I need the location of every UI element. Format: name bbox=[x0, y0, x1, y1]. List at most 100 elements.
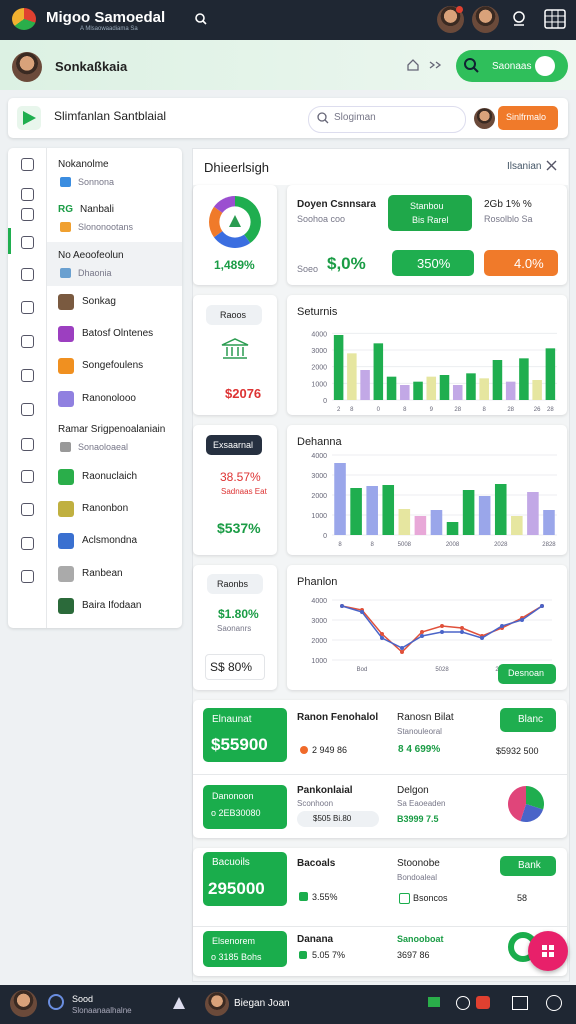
slice bbox=[520, 804, 544, 822]
slice bbox=[508, 786, 526, 822]
logo bbox=[12, 8, 36, 30]
summary-button[interactable] bbox=[388, 195, 472, 231]
nav-icon[interactable] bbox=[21, 537, 34, 550]
point bbox=[420, 634, 424, 638]
avatar[interactable] bbox=[205, 992, 229, 1016]
nav-icon[interactable] bbox=[21, 369, 34, 382]
x-tick-label: 0 bbox=[377, 407, 381, 413]
item-icon bbox=[60, 177, 71, 187]
nav-icon[interactable] bbox=[21, 438, 34, 451]
nav-icon[interactable] bbox=[21, 470, 34, 483]
summary-big: $,0% bbox=[327, 254, 366, 273]
avatar[interactable] bbox=[10, 990, 37, 1017]
nav-icon[interactable] bbox=[21, 570, 34, 583]
stat: 5.05 7% bbox=[312, 950, 346, 960]
y-tick-label: 3000 bbox=[311, 348, 327, 355]
triangle-icon[interactable] bbox=[172, 996, 186, 1010]
nav-icon[interactable] bbox=[21, 158, 34, 171]
search-box[interactable] bbox=[308, 106, 466, 133]
icon[interactable] bbox=[546, 995, 562, 1011]
stat: 3.55% bbox=[312, 892, 338, 902]
bell-icon[interactable] bbox=[511, 10, 527, 28]
icon[interactable] bbox=[512, 996, 528, 1010]
toggle[interactable] bbox=[535, 56, 555, 76]
stat-box bbox=[203, 931, 287, 967]
item-title[interactable]: Nokanolme bbox=[58, 159, 109, 170]
row-button[interactable] bbox=[500, 708, 556, 732]
item-title[interactable]: Ramar Srigpenoalaniain bbox=[58, 424, 166, 435]
summary-stat-sub: Rosolblo Sa bbox=[484, 214, 533, 224]
box-label: Elnaunat bbox=[212, 714, 252, 725]
chart-title: Phanlon bbox=[297, 576, 337, 588]
panel-title: Dhieerlsigh bbox=[204, 160, 270, 175]
item-icon bbox=[58, 566, 74, 582]
col-title: Ranosn Bilat bbox=[397, 712, 454, 723]
point bbox=[500, 624, 504, 628]
item-title[interactable]: Baira Ifodaan bbox=[82, 600, 142, 611]
box-value: o 3185 Bohs bbox=[211, 952, 262, 962]
search-button-label: Saonaas bbox=[492, 61, 532, 72]
y-tick-label: 1000 bbox=[311, 658, 327, 665]
avatar[interactable] bbox=[472, 6, 499, 33]
panel-link[interactable]: Ilsanian bbox=[507, 161, 542, 172]
active-indicator bbox=[8, 228, 11, 254]
icon[interactable] bbox=[48, 994, 64, 1010]
header-button-label: Sinlfrmalo bbox=[506, 112, 547, 122]
nav-icon[interactable] bbox=[21, 335, 34, 348]
item-title[interactable]: Nanbali bbox=[80, 204, 114, 215]
pill bbox=[207, 574, 263, 594]
search-icon bbox=[464, 58, 479, 73]
box-label: Danonoon bbox=[212, 791, 254, 801]
nav-icon[interactable] bbox=[21, 301, 34, 314]
stat-box bbox=[203, 785, 287, 829]
avatar[interactable] bbox=[474, 108, 495, 129]
item-title[interactable]: No Aeoofeolun bbox=[58, 250, 124, 261]
button-label: Stanbou bbox=[410, 201, 444, 211]
nav-icon[interactable] bbox=[21, 403, 34, 416]
nav-icons[interactable] bbox=[406, 58, 446, 72]
icon[interactable] bbox=[476, 996, 490, 1009]
card-value: $537% bbox=[217, 520, 261, 536]
avatar[interactable] bbox=[12, 52, 42, 82]
item-title[interactable]: Ranonolooo bbox=[82, 393, 136, 404]
search-icon[interactable] bbox=[194, 12, 208, 26]
app-subtitle: A Mlsaowaadiama Sa bbox=[80, 26, 138, 32]
bar bbox=[426, 376, 437, 400]
item-title[interactable]: Batosf Olntenes bbox=[82, 328, 154, 339]
item-title[interactable]: Ranonbon bbox=[82, 503, 129, 514]
item-title[interactable]: Ranbean bbox=[82, 568, 123, 579]
y-tick-label: 4000 bbox=[311, 453, 327, 460]
item-title[interactable]: Sonkag bbox=[82, 296, 116, 307]
nav-icon[interactable] bbox=[21, 268, 34, 281]
grid-icon[interactable] bbox=[544, 9, 566, 29]
col-title: Delgon bbox=[397, 785, 429, 796]
nav-icon[interactable] bbox=[21, 208, 34, 221]
item-title[interactable]: Raonuclaich bbox=[82, 471, 138, 482]
col-title: Sanooboat bbox=[397, 934, 444, 944]
point bbox=[440, 624, 444, 628]
nav-icon[interactable] bbox=[21, 503, 34, 516]
box-label: Elsenorem bbox=[212, 936, 256, 946]
badge: RG bbox=[58, 204, 73, 215]
point bbox=[440, 630, 444, 634]
card-value: S$ 80% bbox=[210, 660, 253, 674]
item-title[interactable]: Aclsmondna bbox=[82, 535, 138, 546]
nav-icon[interactable] bbox=[21, 188, 34, 201]
bar bbox=[494, 484, 507, 535]
nav-icon[interactable] bbox=[21, 236, 34, 249]
header-button[interactable] bbox=[498, 106, 558, 130]
col-title: Pankonlaial bbox=[297, 785, 353, 796]
item-subtitle: Dhaonia bbox=[78, 268, 112, 278]
icon[interactable] bbox=[456, 996, 470, 1010]
icon[interactable] bbox=[428, 997, 440, 1007]
bar bbox=[413, 381, 423, 400]
donut-label: 1,489% bbox=[214, 258, 255, 272]
row-button[interactable] bbox=[500, 856, 556, 876]
search-icon bbox=[317, 112, 329, 124]
item-icon bbox=[58, 326, 74, 342]
close-icon[interactable] bbox=[546, 160, 557, 171]
chart-button[interactable] bbox=[498, 664, 556, 684]
box-value: $55900 bbox=[211, 735, 268, 754]
fab[interactable] bbox=[528, 931, 568, 971]
item-title[interactable]: Songefoulens bbox=[82, 360, 144, 371]
